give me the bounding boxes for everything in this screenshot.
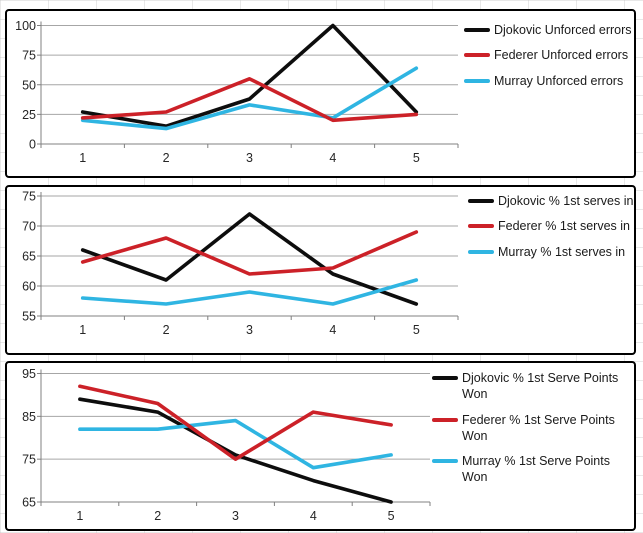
y-axis-label: 55 xyxy=(22,310,36,324)
x-axis-label: 2 xyxy=(154,509,161,523)
legend-label: Federer Unforced errors xyxy=(494,48,629,63)
series-line-federer-1st-serves-in xyxy=(80,230,419,276)
y-axis-label: 100 xyxy=(15,19,36,33)
legend-label: Murray % 1st Serve Points Won xyxy=(462,454,610,485)
y-axis-label: 70 xyxy=(22,220,36,234)
legend-item-federer-1st-serve-points-won: Federer % 1st Serve Points Won xyxy=(432,412,630,445)
legend-swatch-djokovic-1st-serve-points-won xyxy=(432,376,458,380)
y-axis-label: 85 xyxy=(22,410,36,424)
legend-item-murray-unforced-errors: Murray Unforced errors xyxy=(464,73,634,89)
y-axis-label: 60 xyxy=(22,280,36,294)
y-axis-label: 65 xyxy=(22,250,36,264)
legend-swatch-djokovic-1st-serves-in xyxy=(468,199,494,203)
series-line-murray-1st-serve-points-won xyxy=(78,418,393,470)
x-axis-label: 5 xyxy=(413,151,420,165)
y-axis-label: 95 xyxy=(22,367,36,381)
series-line-djokovic-1st-serve-points-won xyxy=(78,397,393,504)
x-axis-label: 5 xyxy=(413,323,420,337)
series-line-djokovic-1st-serves-in xyxy=(80,212,419,306)
y-axis-label: 0 xyxy=(29,138,36,152)
chart-plot-unforced-errors: 0 25 50 75 100 1 2 3 4 5 xyxy=(15,19,459,165)
x-axis-label: 3 xyxy=(246,151,253,165)
x-axis-label: 5 xyxy=(388,509,395,523)
legend-item-murray-1st-serve-points-won: Murray % 1st Serve Points Won xyxy=(432,453,630,486)
legend-item-djokovic-1st-serves-in: Djokovic % 1st serves in xyxy=(468,193,634,209)
x-axis-label: 3 xyxy=(246,323,253,337)
y-axis-label: 25 xyxy=(22,108,36,122)
legend-swatch-murray-unforced-errors xyxy=(464,78,490,83)
series-line-djokovic-unforced-errors xyxy=(80,23,419,128)
legend-first-serves-in: Djokovic % 1st serves in Federer % 1st se… xyxy=(468,193,634,260)
y-axis-label: 50 xyxy=(22,78,36,92)
x-axis-label: 1 xyxy=(76,509,83,523)
x-axis-label: 4 xyxy=(329,323,336,337)
legend-label: Djokovic Unforced errors xyxy=(494,23,632,37)
legend-item-djokovic-1st-serve-points-won: Djokovic % 1st Serve Points Won xyxy=(432,370,630,403)
x-axis-label: 2 xyxy=(163,323,170,337)
legend-unforced-errors: Djokovic Unforced errors Federer Unforced… xyxy=(464,22,634,89)
legend-swatch-federer-1st-serves-in xyxy=(468,224,494,229)
chart-panel-first-serves-in: 55 60 65 70 75 1 2 3 4 5 Djokovic % 1st serves in… xyxy=(5,185,636,355)
series-line-murray-1st-serves-in xyxy=(80,278,419,306)
legend-label: Murray % 1st serves in xyxy=(498,244,626,259)
legend-label: Djokovic % 1st Serve Points Won xyxy=(462,371,619,402)
legend-label: Djokovic % 1st serves in xyxy=(498,194,634,208)
y-axis-label: 75 xyxy=(22,453,36,467)
legend-item-federer-unforced-errors: Federer Unforced errors xyxy=(464,47,634,63)
legend-item-murray-1st-serves-in: Murray % 1st serves in xyxy=(468,244,634,260)
y-axis-label: 65 xyxy=(22,496,36,510)
x-axis-label: 4 xyxy=(329,151,336,165)
y-axis-label: 75 xyxy=(22,49,36,63)
legend-swatch-djokovic-unforced-errors xyxy=(464,28,490,32)
chart-panel-unforced-errors: 0 25 50 75 100 1 2 3 4 5 Djokovic Unforced errors… xyxy=(5,9,636,178)
x-axis-label: 3 xyxy=(232,509,239,523)
legend-first-serve-points-won: Djokovic % 1st Serve Points Won Federer %… xyxy=(432,370,630,486)
series-line-federer-unforced-errors xyxy=(80,77,419,123)
legend-item-djokovic-unforced-errors: Djokovic Unforced errors xyxy=(464,22,634,38)
legend-swatch-murray-1st-serves-in xyxy=(468,249,494,254)
series-line-federer-1st-serve-points-won xyxy=(78,384,393,461)
chart-panel-first-serve-points-won: 65 75 85 95 1 2 3 4 5 Djokovic % 1st Serve Point… xyxy=(5,361,636,531)
series-line-murray-unforced-errors xyxy=(80,66,419,131)
chart-plot-first-serves-in: 55 60 65 70 75 1 2 3 4 5 xyxy=(22,190,459,337)
legend-swatch-federer-unforced-errors xyxy=(464,53,490,58)
legend-label: Federer % 1st Serve Points Won xyxy=(462,412,615,443)
y-axis-label: 75 xyxy=(22,190,36,204)
x-axis-label: 4 xyxy=(310,509,317,523)
legend-label: Murray Unforced errors xyxy=(494,73,624,88)
legend-item-federer-1st-serves-in: Federer % 1st serves in xyxy=(468,218,634,234)
x-axis-label: 2 xyxy=(163,151,170,165)
x-axis-label: 1 xyxy=(79,323,86,337)
legend-label: Federer % 1st serves in xyxy=(498,219,630,234)
legend-swatch-murray-1st-serve-points-won xyxy=(432,459,458,463)
chart-plot-first-serve-points-won: 65 75 85 95 1 2 3 4 5 xyxy=(22,367,431,523)
legend-swatch-federer-1st-serve-points-won xyxy=(432,417,458,422)
x-axis-label: 1 xyxy=(79,151,86,165)
